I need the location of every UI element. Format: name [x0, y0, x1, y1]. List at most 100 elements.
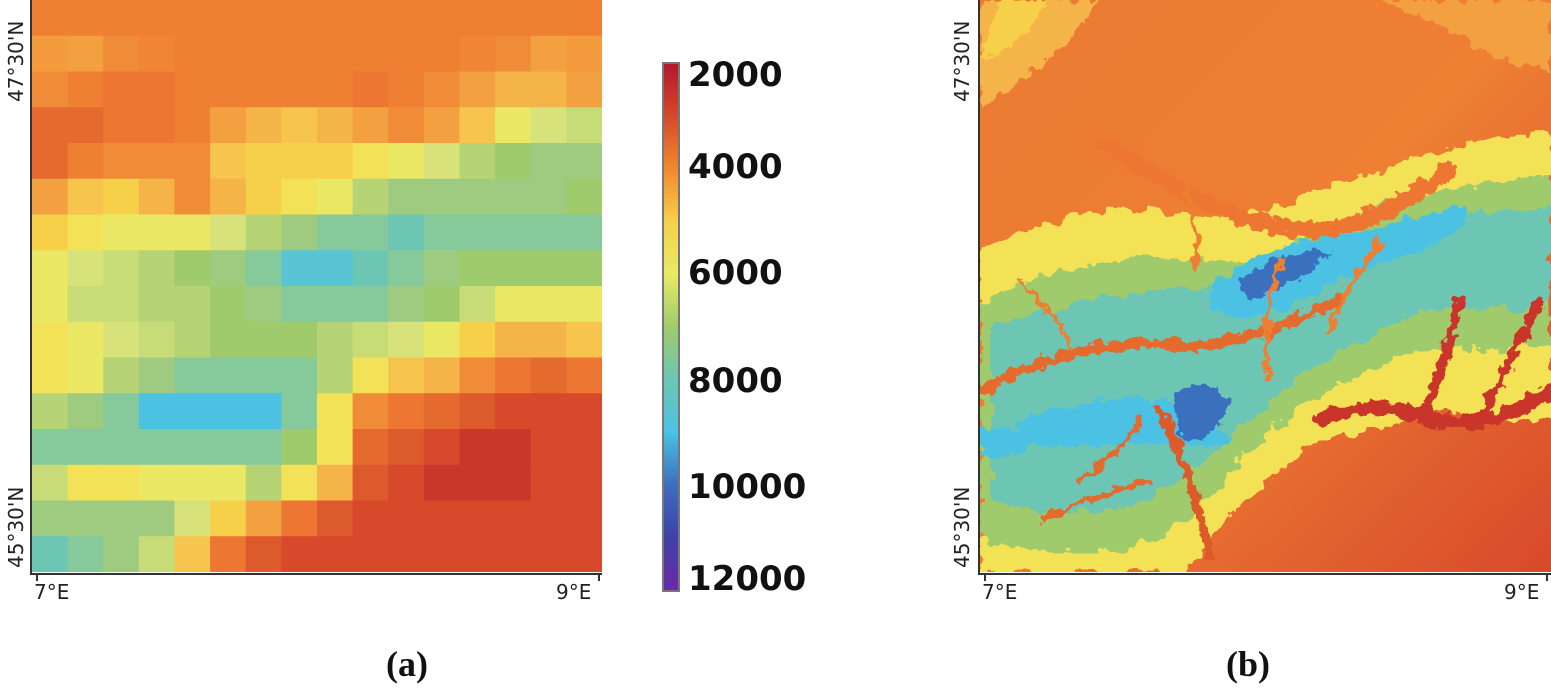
grid-cell	[138, 35, 176, 73]
grid-cell	[566, 0, 602, 37]
grid-cell	[210, 178, 247, 216]
grid-cell	[67, 321, 104, 359]
grid-cell	[317, 464, 354, 502]
grid-cell	[281, 0, 318, 37]
grid-cell	[317, 286, 354, 323]
grid-cell	[566, 321, 602, 359]
grid-cell	[530, 464, 567, 502]
grid-cell	[103, 71, 140, 108]
colorbar-label-10000: 10000	[688, 467, 807, 507]
grid-cell	[530, 214, 567, 251]
grid-cell	[245, 250, 282, 287]
grid-cell	[459, 107, 496, 144]
grid-cell	[459, 178, 496, 216]
grid-cell	[210, 429, 247, 466]
grid-cell	[530, 357, 567, 394]
panel-a-lon-right-label: 9°E	[556, 580, 592, 604]
grid-cell	[210, 143, 247, 180]
grid-cell	[495, 35, 532, 73]
grid-cell	[530, 536, 567, 572]
panel-b-left-axis	[978, 0, 980, 575]
grid-cell	[103, 250, 140, 287]
panel-a-lat-top-label: 47°30'N	[4, 20, 28, 102]
grid-cell	[138, 536, 176, 572]
grid-cell	[32, 536, 69, 572]
panel-b-lat-bottom-label: 45°30'N	[950, 486, 974, 568]
grid-cell	[32, 321, 69, 359]
grid-cell	[495, 0, 532, 37]
grid-cell	[67, 250, 104, 287]
grid-cell	[32, 107, 69, 144]
grid-cell	[67, 286, 104, 323]
grid-cell	[281, 536, 318, 572]
grid-cell	[423, 250, 461, 287]
high-resolution-raster	[980, 0, 1551, 572]
grid-cell	[281, 178, 318, 216]
grid-cell	[103, 178, 140, 216]
grid-cell	[495, 286, 532, 323]
grid-cell	[459, 143, 496, 180]
grid-cell	[138, 0, 176, 37]
grid-cell	[388, 250, 425, 287]
panel-a-bottom-axis	[30, 573, 602, 575]
grid-cell	[530, 0, 567, 37]
grid-cell	[32, 429, 69, 466]
grid-cell	[32, 143, 69, 180]
grid-cell	[67, 357, 104, 394]
grid-cell	[138, 143, 176, 180]
grid-cell	[459, 357, 496, 394]
grid-cell	[103, 0, 140, 37]
grid-cell	[210, 321, 247, 359]
grid-cell	[566, 178, 602, 216]
grid-cell	[388, 286, 425, 323]
grid-cell	[138, 250, 176, 287]
grid-cell	[67, 429, 104, 466]
grid-cell	[32, 71, 69, 108]
grid-cell	[138, 321, 176, 359]
panel-b-tick-7e	[984, 573, 986, 581]
grid-cell	[103, 357, 140, 394]
panel-a-left-axis	[30, 0, 32, 575]
grid-cell	[566, 464, 602, 502]
grid-cell	[423, 321, 461, 359]
grid-cell	[352, 536, 389, 572]
grid-cell	[495, 250, 532, 287]
grid-cell	[423, 357, 461, 394]
grid-cell	[530, 500, 567, 537]
grid-cell	[352, 107, 389, 144]
grid-cell	[67, 107, 104, 144]
grid-cell	[245, 357, 282, 394]
grid-cell	[32, 250, 69, 287]
grid-cell	[174, 286, 211, 323]
grid-cell	[174, 71, 211, 108]
grid-cell	[245, 321, 282, 359]
grid-cell	[423, 500, 461, 537]
panel-b-lat-top-label: 47°30'N	[950, 20, 974, 102]
grid-cell	[317, 536, 354, 572]
grid-cell	[352, 35, 389, 73]
grid-cell	[352, 71, 389, 108]
grid-cell	[210, 214, 247, 251]
grid-cell	[495, 143, 532, 180]
grid-cell	[281, 464, 318, 502]
grid-cell	[138, 393, 176, 430]
grid-cell	[174, 107, 211, 144]
grid-cell	[210, 35, 247, 73]
grid-cell	[281, 286, 318, 323]
grid-cell	[174, 464, 211, 502]
grid-cell	[352, 214, 389, 251]
grid-cell	[174, 393, 211, 430]
grid-cell	[459, 393, 496, 430]
panel-b-tick-9e	[1546, 573, 1548, 581]
grid-cell	[317, 71, 354, 108]
grid-cell	[317, 500, 354, 537]
grid-cell	[245, 107, 282, 144]
grid-cell	[459, 464, 496, 502]
grid-cell	[103, 464, 140, 502]
grid-cell	[530, 286, 567, 323]
grid-cell	[174, 250, 211, 287]
grid-cell	[423, 71, 461, 108]
grid-cell	[566, 429, 602, 466]
grid-cell	[138, 214, 176, 251]
grid-cell	[281, 357, 318, 394]
